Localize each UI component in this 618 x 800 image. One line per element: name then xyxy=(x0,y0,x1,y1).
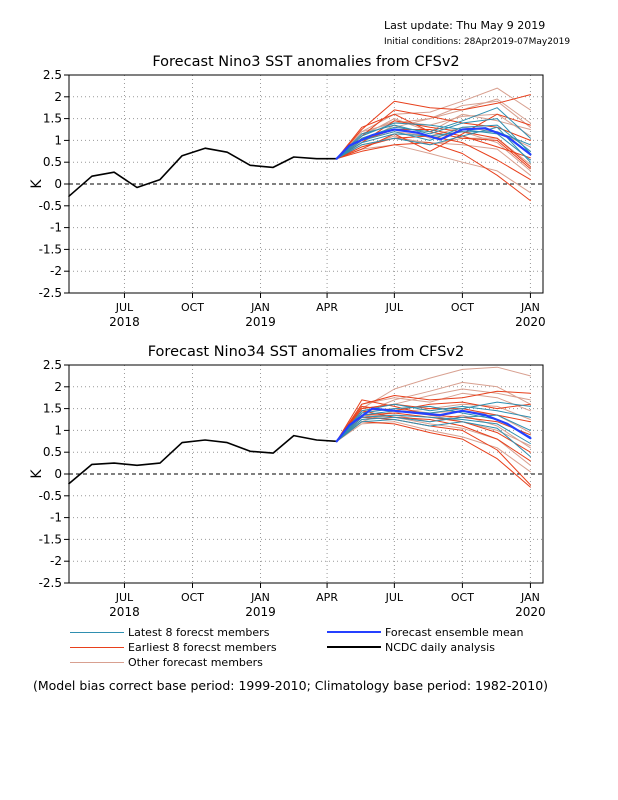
nino34-chart: Forecast Nino34 SST anomalies from CFSv2… xyxy=(29,344,546,619)
nino34-xtick-label: JAN xyxy=(250,591,270,604)
nino3-ytick-label: 2.5 xyxy=(43,68,62,82)
nino34-ytick-label: -2 xyxy=(50,554,62,568)
legend-analysis-swatch xyxy=(327,646,381,648)
nino34-series-other-line xyxy=(336,421,531,473)
nino3-ytick-label: -0.5 xyxy=(39,199,62,213)
nino34-xtick-year: 2020 xyxy=(515,605,546,619)
nino34-ytick-label: 0 xyxy=(54,467,62,481)
nino3-ytick-label: 2 xyxy=(54,90,62,104)
legend-mean-swatch xyxy=(327,631,381,633)
nino3-xtick-year: 2018 xyxy=(109,315,140,329)
nino34-ytick-label: 2 xyxy=(54,380,62,394)
legend-earliest-label: Earliest 8 forecst members xyxy=(128,640,277,654)
nino34-ylabel: K xyxy=(29,469,45,479)
nino34-xtick-label: JUL xyxy=(115,591,134,604)
nino3-series-latest-line xyxy=(336,118,531,160)
nino34-series-latest-line xyxy=(336,414,531,442)
nino3-xtick-label: JAN xyxy=(520,301,540,314)
nino3-ytick-label: -2 xyxy=(50,264,62,278)
nino34-xtick-label: OCT xyxy=(451,591,474,604)
nino3-xtick-year: 2020 xyxy=(515,315,546,329)
nino34-ytick-label: 2.5 xyxy=(43,358,62,372)
nino34-ytick-label: -1.5 xyxy=(39,532,62,546)
nino3-ytick-label: -1 xyxy=(50,221,62,235)
nino34-series-earliest-line xyxy=(336,410,531,462)
legend-mean: Forecast ensemble mean xyxy=(327,625,524,639)
legend-earliest-swatch xyxy=(70,646,124,648)
nino3-ytick-label: 0 xyxy=(54,177,62,191)
nino3-xtick-label: JAN xyxy=(250,301,270,314)
legend-mean-label: Forecast ensemble mean xyxy=(385,625,524,639)
nino34-series-analysis-line xyxy=(68,434,338,485)
nino3-ylabel: K xyxy=(29,179,45,189)
legend: Latest 8 forecst members Earliest 8 fore… xyxy=(70,625,570,671)
nino3-grid xyxy=(69,75,543,293)
nino3-xtick-label: JUL xyxy=(385,301,404,314)
nino3-chart: Forecast Nino3 SST anomalies from CFSv2 2… xyxy=(29,54,546,329)
nino3-ytick-label: -1.5 xyxy=(39,242,62,256)
nino3-plot-frame xyxy=(68,74,544,294)
nino34-ytick-label: -2.5 xyxy=(39,576,62,590)
legend-other: Other forecast members xyxy=(70,655,263,669)
nino3-series-earliest-line xyxy=(336,142,531,202)
nino34-ytick-label: 0.5 xyxy=(43,445,62,459)
nino34-ytick-label: -0.5 xyxy=(39,489,62,503)
nino34-series-latest-line xyxy=(336,403,531,442)
nino34-series-mean-line xyxy=(335,407,532,443)
nino3-series-analysis-line xyxy=(68,147,338,197)
nino3-ytick-label: 1 xyxy=(54,133,62,147)
legend-other-swatch xyxy=(70,661,124,663)
nino34-series-latest-line xyxy=(336,419,531,458)
nino34-xtick-label: JUL xyxy=(385,591,404,604)
legend-analysis-label: NCDC daily analysis xyxy=(385,640,495,654)
nino34-plot-frame xyxy=(68,364,544,584)
legend-earliest: Earliest 8 forecst members xyxy=(70,640,277,654)
nino34-series-earliest-line xyxy=(336,390,531,442)
nino3-series-other-line xyxy=(336,100,531,160)
last-update-label: Last update: Thu May 9 2019 xyxy=(384,19,546,32)
nino3-series-latest-line xyxy=(336,126,531,163)
nino34-xtick-label: JAN xyxy=(520,591,540,604)
nino34-ytick-label: -1 xyxy=(50,511,62,525)
nino3-xtick-label: OCT xyxy=(181,301,204,314)
nino3-ytick-label: 1.5 xyxy=(43,112,62,126)
initial-conditions-label: Initial conditions: 28Apr2019-07May2019 xyxy=(384,37,571,47)
legend-analysis: NCDC daily analysis xyxy=(327,640,495,654)
nino34-xtick-label: OCT xyxy=(181,591,204,604)
nino3-xtick-label: APR xyxy=(316,301,338,314)
footnote: (Model bias correct base period: 1999-20… xyxy=(33,678,549,693)
legend-latest-label: Latest 8 forecst members xyxy=(128,625,270,639)
nino34-xtick-label: APR xyxy=(316,591,338,604)
nino3-series-earliest-line xyxy=(336,94,531,160)
nino3-series-latest-line xyxy=(336,107,531,160)
nino3-series-earliest-line xyxy=(336,113,531,160)
legend-latest: Latest 8 forecst members xyxy=(70,625,269,639)
nino3-ytick-label: -2.5 xyxy=(39,286,62,300)
nino34-xtick-year: 2019 xyxy=(245,605,276,619)
nino34-series-earliest-line xyxy=(336,401,531,442)
nino3-series-mean-line xyxy=(335,127,532,160)
nino3-xtick-label: JUL xyxy=(115,301,134,314)
nino34-chart-title: Forecast Nino34 SST anomalies from CFSv2 xyxy=(148,344,465,360)
nino34-ytick-label: 1.5 xyxy=(43,402,62,416)
nino34-xtick-year: 2018 xyxy=(109,605,140,619)
nino3-xtick-year: 2019 xyxy=(245,315,276,329)
nino3-xtick-label: OCT xyxy=(451,301,474,314)
nino3-ytick-label: 0.5 xyxy=(43,155,62,169)
nino3-chart-title: Forecast Nino3 SST anomalies from CFSv2 xyxy=(152,54,459,70)
legend-latest-swatch xyxy=(70,631,124,633)
nino34-ytick-label: 1 xyxy=(54,423,62,437)
legend-other-label: Other forecast members xyxy=(128,655,263,669)
